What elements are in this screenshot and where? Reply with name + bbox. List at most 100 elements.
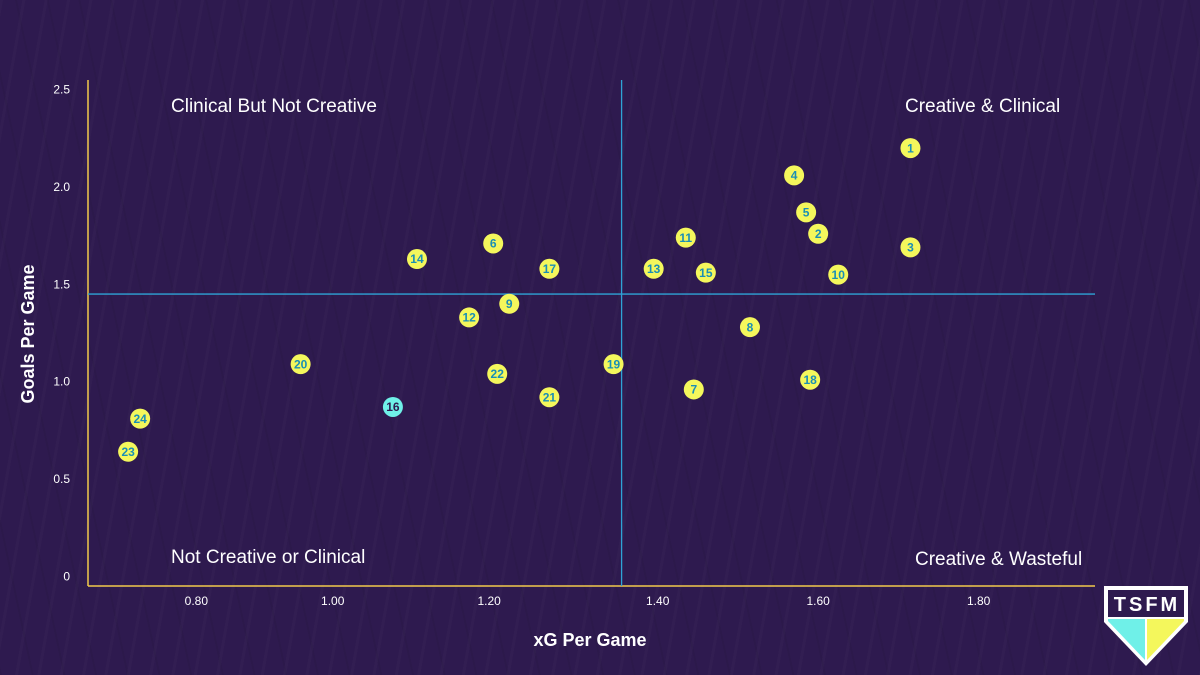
data-point-label: 24 <box>133 412 147 426</box>
axes <box>87 80 1095 587</box>
quadrant-label-top-left: Clinical But Not Creative <box>171 96 377 117</box>
data-point-marker <box>603 354 624 375</box>
data-point-marker <box>683 379 704 400</box>
data-point-label: 18 <box>803 373 817 387</box>
data-point-marker <box>290 354 311 375</box>
data-point: 3 <box>900 237 921 258</box>
data-point: 12 <box>459 307 480 328</box>
data-point: 7 <box>683 379 704 400</box>
data-point-label: 16 <box>386 400 400 414</box>
data-point-marker <box>406 249 427 270</box>
data-point-label: 4 <box>791 169 798 183</box>
tsfm-logo: TSFM <box>1104 586 1188 666</box>
data-point-marker <box>739 317 760 338</box>
y-tick-label: 2.0 <box>53 180 70 194</box>
data-point-label: 23 <box>121 445 135 459</box>
y-tick-label: 1.5 <box>53 277 70 291</box>
x-tick-label: 1.20 <box>478 594 502 608</box>
data-point-marker <box>483 233 504 254</box>
quadrant-label-bottom-left: Not Creative or Clinical <box>171 547 365 568</box>
data-point-label: 9 <box>506 297 513 311</box>
data-point-marker <box>118 441 139 462</box>
data-point: 17 <box>539 258 560 279</box>
quadrant-label-top-right: Creative & Clinical <box>905 96 1060 117</box>
data-point-marker <box>695 262 716 283</box>
x-axis-title: xG Per Game <box>533 630 646 650</box>
y-tick-label: 0 <box>63 569 70 583</box>
data-point-label: 14 <box>410 252 424 266</box>
data-point-marker <box>808 223 829 244</box>
data-point-marker <box>900 138 921 159</box>
data-point: 22 <box>487 363 508 384</box>
data-point-marker <box>459 307 480 328</box>
data-point-marker <box>539 258 560 279</box>
data-point-label: 11 <box>679 231 692 245</box>
data-point: 11 <box>675 227 696 248</box>
logo-left-panel <box>1108 619 1145 660</box>
data-point-label: 10 <box>832 268 846 282</box>
x-tick-label: 0.80 <box>185 594 209 608</box>
data-point-marker <box>130 408 151 429</box>
data-point-label: 5 <box>803 206 810 220</box>
data-point-label: 17 <box>543 262 557 276</box>
data-point: 19 <box>603 354 624 375</box>
data-point: 21 <box>539 387 560 408</box>
data-point-label: 19 <box>607 357 621 371</box>
data-point-marker <box>828 264 849 285</box>
data-point-label: 8 <box>747 320 754 334</box>
y-tick-label: 1.0 <box>53 375 70 389</box>
data-point-label: 7 <box>690 383 697 397</box>
data-point-marker <box>784 165 805 186</box>
data-point: 23 <box>118 441 139 462</box>
data-point-marker <box>499 293 520 314</box>
data-point-label: 13 <box>647 262 661 276</box>
logo-top-band <box>1108 590 1184 617</box>
tick-labels: 0.80 1.00 1.20 1.40 1.60 1.80 0 0.5 1.0 1.5 2.0 2.5 <box>53 83 990 608</box>
data-point: 2 <box>808 223 829 244</box>
data-point-label: 22 <box>491 367 505 381</box>
data-point-marker <box>675 227 696 248</box>
y-tick-label: 0.5 <box>53 472 70 486</box>
reference-lines <box>88 80 1095 586</box>
data-point: 8 <box>739 317 760 338</box>
x-tick-label: 1.40 <box>646 594 670 608</box>
data-point-marker <box>900 237 921 258</box>
data-point: 4 <box>784 165 805 186</box>
data-point: 6 <box>483 233 504 254</box>
data-point: 10 <box>828 264 849 285</box>
data-point: 18 <box>800 369 821 390</box>
data-point: 1 <box>900 138 921 159</box>
data-point-marker <box>382 396 403 417</box>
y-tick-label: 2.5 <box>53 83 70 97</box>
data-point-label: 1 <box>907 141 914 155</box>
data-point-marker <box>643 258 664 279</box>
data-point-marker <box>796 202 817 223</box>
data-point: 15 <box>695 262 716 283</box>
data-point-marker <box>487 363 508 384</box>
data-point: 13 <box>643 258 664 279</box>
data-point-label: 15 <box>699 266 713 280</box>
logo-right-panel <box>1147 619 1184 660</box>
data-point-label: 3 <box>907 241 914 255</box>
logo-text: TSFM <box>1114 594 1180 616</box>
data-point-marker <box>539 387 560 408</box>
data-point-label: 12 <box>462 311 476 325</box>
x-tick-label: 1.60 <box>806 594 830 608</box>
x-tick-label: 1.80 <box>967 594 991 608</box>
data-point-label: 2 <box>815 227 822 241</box>
data-point-label: 21 <box>543 390 557 404</box>
data-point: 9 <box>499 293 520 314</box>
y-axis-title: Goals Per Game <box>18 264 38 403</box>
data-point: 24 <box>130 408 151 429</box>
data-point-marker <box>800 369 821 390</box>
quadrant-label-bottom-right: Creative & Wasteful <box>915 549 1082 570</box>
data-point-label: 20 <box>294 357 308 371</box>
data-point-label: 6 <box>490 237 497 251</box>
data-point: 14 <box>406 249 427 270</box>
data-point: 20 <box>290 354 311 375</box>
data-point: 5 <box>796 202 817 223</box>
data-point: 16 <box>382 396 403 417</box>
x-tick-label: 1.00 <box>321 594 345 608</box>
